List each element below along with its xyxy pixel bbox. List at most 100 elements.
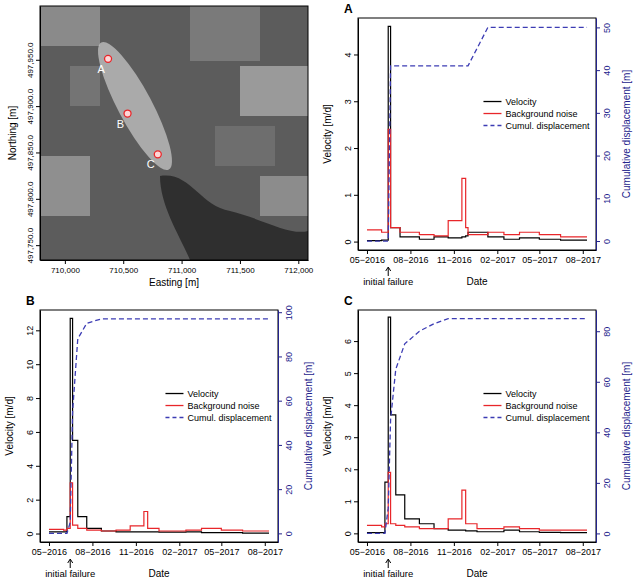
plot-area: 05−201608−201611−201602−201705−201708−20… bbox=[322, 2, 632, 287]
y-axis-tick: 497,900.0 bbox=[26, 88, 40, 124]
y-axis-tick: 497,950.0 bbox=[26, 42, 40, 78]
chart-root: ABC710,000710,500711,000711,500712,00049… bbox=[0, 0, 636, 584]
y2-axis-tick: 40 bbox=[596, 428, 612, 438]
y-axis-tick: 1 bbox=[343, 193, 358, 198]
y2-axis-tick: 0 bbox=[596, 239, 612, 244]
y2-axis-tick: 20 bbox=[596, 478, 612, 488]
tick-label: 710,000 bbox=[51, 266, 80, 275]
series-layer bbox=[367, 26, 587, 241]
legend-item: Background noise bbox=[165, 401, 259, 411]
annotation-label: initial failure bbox=[45, 568, 95, 579]
y-axis-tick: 2 bbox=[25, 498, 40, 503]
tick-label: 20 bbox=[602, 478, 612, 488]
tick-mark bbox=[49, 542, 50, 546]
y-axis-tick: 497,750.0 bbox=[26, 227, 40, 263]
y2-axis-tick: 20 bbox=[278, 485, 294, 495]
tick-label: 11−2016 bbox=[119, 547, 154, 557]
series-line bbox=[367, 472, 587, 530]
x-axis-line bbox=[41, 542, 279, 543]
x-axis: 05−201608−201611−201602−201705−201708−20… bbox=[350, 250, 601, 265]
tick-label: 05−2017 bbox=[204, 547, 239, 557]
tick-mark bbox=[278, 356, 282, 357]
tick-label: 08−2017 bbox=[248, 547, 283, 557]
tick-label: 497,950.0 bbox=[26, 42, 35, 78]
tick-mark bbox=[354, 341, 358, 342]
tick-mark bbox=[354, 54, 358, 55]
tick-label: 11−2016 bbox=[437, 255, 472, 265]
legend-item: Background noise bbox=[483, 109, 577, 119]
y-axis-tick: 4 bbox=[343, 403, 358, 408]
legend-item: Cumul. displacement bbox=[483, 121, 590, 131]
tick-mark bbox=[454, 542, 455, 546]
y-axis-tick: 3 bbox=[343, 435, 358, 440]
y2-axis-tick: 80 bbox=[596, 327, 612, 337]
tick-mark bbox=[36, 466, 40, 467]
y2-axis-tick: 30 bbox=[596, 108, 612, 118]
x-axis: 05−201608−201611−201602−201705−201708−20… bbox=[32, 542, 283, 557]
panel: ABC710,000710,500711,000711,500712,00049… bbox=[7, 6, 314, 288]
y-axis-line bbox=[40, 311, 41, 543]
x-axis-tick: 11−2016 bbox=[437, 542, 472, 557]
tick-mark bbox=[367, 250, 368, 254]
y2-axis: 020406080 bbox=[596, 311, 612, 543]
tick-label: 0 bbox=[284, 531, 294, 536]
tick-label: 80 bbox=[284, 352, 294, 362]
y-axis-title: Northing [m] bbox=[7, 106, 18, 161]
tick-label: 10 bbox=[602, 194, 612, 204]
y2-axis-line bbox=[596, 19, 597, 251]
tick-mark bbox=[354, 405, 358, 406]
series-line bbox=[49, 483, 269, 531]
y-axis-tick: 5 bbox=[343, 371, 358, 376]
tick-mark bbox=[136, 542, 137, 546]
y-axis-tick: 2 bbox=[343, 146, 358, 151]
point bbox=[124, 110, 131, 117]
y-axis: 0123456 bbox=[343, 311, 359, 543]
figure: ABC710,000710,500711,000711,500712,00049… bbox=[0, 0, 636, 584]
tick-mark bbox=[278, 312, 282, 313]
annotation-arrow bbox=[70, 560, 71, 568]
tick-label: 711,000 bbox=[168, 266, 197, 275]
panel-letter: A bbox=[344, 2, 353, 16]
y2-axis-tick: 0 bbox=[596, 531, 612, 536]
x-axis-tick: 02−2017 bbox=[480, 542, 515, 557]
tick-mark bbox=[354, 101, 358, 102]
y-axis-tick: 6 bbox=[343, 339, 358, 344]
tick-label: 1 bbox=[343, 499, 353, 504]
legend-item: Cumul. displacement bbox=[165, 413, 272, 423]
legend: VelocityBackground noiseCumul. displacem… bbox=[483, 389, 590, 423]
tick-mark bbox=[354, 501, 358, 502]
y2-axis-title: Cumulative displacement [m] bbox=[621, 70, 632, 199]
legend-swatch bbox=[483, 101, 501, 102]
legend-swatch bbox=[483, 405, 501, 406]
tick-mark bbox=[596, 533, 600, 534]
plot-frame bbox=[40, 310, 278, 542]
image-field bbox=[70, 66, 100, 106]
series-line bbox=[49, 318, 269, 533]
tick-label: 100 bbox=[284, 305, 294, 320]
tick-label: 2 bbox=[343, 146, 353, 151]
tick-mark bbox=[278, 401, 282, 402]
tick-mark bbox=[596, 156, 600, 157]
legend-label: Cumul. displacement bbox=[505, 413, 590, 423]
tick-label: 3 bbox=[343, 435, 353, 440]
y-axis-tick: 0 bbox=[25, 532, 40, 537]
tick-mark bbox=[497, 542, 498, 546]
tick-label: 02−2017 bbox=[480, 547, 515, 557]
tick-mark bbox=[36, 152, 40, 153]
panel: 05−201608−201611−201602−201705−201708−20… bbox=[4, 294, 314, 579]
tick-mark bbox=[354, 533, 358, 534]
tick-label: 3 bbox=[343, 99, 353, 104]
annotation-arrow bbox=[388, 560, 389, 568]
y-axis-tick: 4 bbox=[343, 52, 358, 57]
legend-label: Background noise bbox=[187, 401, 259, 411]
x-axis-tick: 712,000 bbox=[284, 260, 313, 275]
x-axis-tick: 08−2017 bbox=[248, 542, 283, 557]
tick-mark bbox=[539, 542, 540, 546]
y2-axis-tick: 40 bbox=[596, 66, 612, 76]
tick-mark bbox=[410, 250, 411, 254]
x-axis-tick: 05−2017 bbox=[522, 250, 557, 265]
tick-mark bbox=[221, 542, 222, 546]
x-axis-tick: 710,000 bbox=[51, 260, 80, 275]
legend: VelocityBackground noiseCumul. displacem… bbox=[165, 389, 272, 423]
tick-label: 497,900.0 bbox=[26, 88, 35, 124]
